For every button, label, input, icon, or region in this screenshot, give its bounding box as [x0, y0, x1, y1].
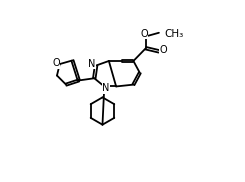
Text: O: O [140, 29, 148, 39]
Text: N: N [88, 59, 95, 69]
Text: O: O [160, 46, 167, 55]
Text: N: N [102, 83, 110, 93]
Text: O: O [52, 58, 60, 68]
Text: CH₃: CH₃ [164, 29, 184, 39]
